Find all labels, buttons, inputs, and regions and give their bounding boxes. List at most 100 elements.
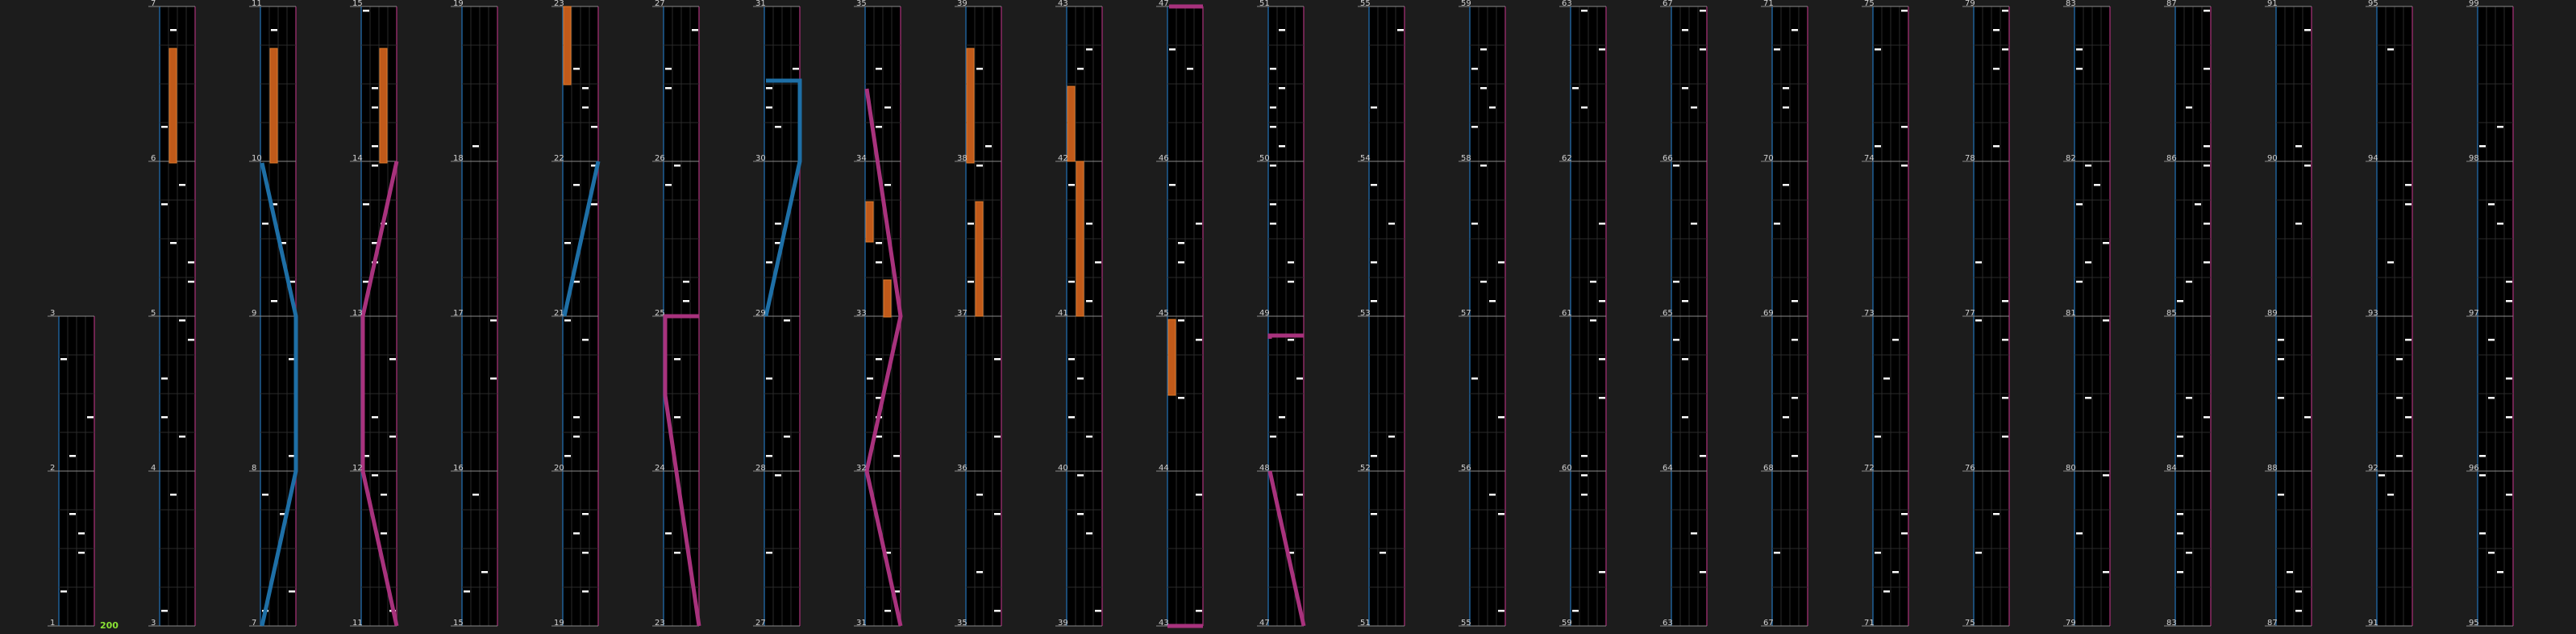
tap-note[interactable]	[1901, 126, 1908, 128]
tap-note[interactable]	[884, 106, 891, 109]
tap-note[interactable]	[179, 184, 185, 186]
tap-note[interactable]	[2506, 281, 2512, 283]
tap-note[interactable]	[1068, 281, 1075, 283]
tap-note[interactable]	[1783, 184, 1789, 186]
tap-note[interactable]	[766, 87, 772, 90]
tap-note[interactable]	[1783, 106, 1789, 109]
tap-note[interactable]	[876, 261, 882, 264]
tap-note[interactable]	[573, 436, 580, 438]
tap-note[interactable]	[1700, 10, 1706, 12]
tap-note[interactable]	[1296, 377, 1303, 380]
slide-path[interactable]	[562, 161, 601, 317]
tap-note[interactable]	[1371, 455, 1377, 457]
tap-note[interactable]	[2295, 223, 2302, 225]
tap-note[interactable]	[372, 165, 378, 167]
tap-note[interactable]	[582, 552, 589, 554]
tap-note[interactable]	[2278, 358, 2284, 361]
tap-note[interactable]	[2177, 300, 2183, 302]
tap-note[interactable]	[876, 436, 882, 438]
tap-note[interactable]	[1068, 416, 1075, 419]
tap-note[interactable]	[271, 29, 277, 31]
tap-note[interactable]	[1480, 48, 1487, 51]
tap-note[interactable]	[1288, 552, 1294, 554]
tap-note[interactable]	[2497, 223, 2503, 225]
tap-note[interactable]	[766, 455, 772, 457]
tap-note[interactable]	[1270, 436, 1276, 438]
hold-note[interactable]	[169, 48, 177, 164]
tap-note[interactable]	[1279, 416, 1285, 419]
tap-note[interactable]	[1590, 319, 1596, 322]
tap-note[interactable]	[1388, 436, 1395, 438]
tap-note[interactable]	[1883, 590, 1890, 593]
tap-note[interactable]	[363, 455, 369, 457]
tap-note[interactable]	[573, 281, 580, 283]
tap-note[interactable]	[2085, 397, 2091, 399]
tap-note[interactable]	[1673, 339, 1679, 341]
tap-note[interactable]	[1196, 494, 1202, 496]
tap-note[interactable]	[582, 339, 589, 341]
tap-note[interactable]	[665, 87, 672, 90]
tap-note[interactable]	[1380, 552, 1386, 554]
slide-path[interactable]	[1267, 470, 1306, 627]
tap-note[interactable]	[573, 532, 580, 535]
tap-note[interactable]	[766, 552, 772, 554]
tap-note[interactable]	[2488, 397, 2495, 399]
hold-note[interactable]	[1067, 86, 1076, 162]
tap-note[interactable]	[381, 532, 387, 535]
tap-note[interactable]	[1682, 300, 1688, 302]
tap-note[interactable]	[1783, 87, 1789, 90]
tap-note[interactable]	[1086, 223, 1092, 225]
tap-note[interactable]	[1178, 397, 1184, 399]
tap-note[interactable]	[884, 184, 891, 186]
tap-note[interactable]	[1875, 552, 1881, 554]
tap-note[interactable]	[1296, 494, 1303, 496]
tap-note[interactable]	[372, 242, 378, 244]
tap-note[interactable]	[2405, 339, 2412, 341]
tap-note[interactable]	[472, 494, 479, 496]
tap-note[interactable]	[170, 242, 177, 244]
tap-note[interactable]	[1599, 358, 1605, 361]
tap-note[interactable]	[69, 513, 76, 515]
tap-note[interactable]	[582, 590, 589, 593]
tap-note[interactable]	[1169, 184, 1176, 186]
tap-note[interactable]	[1774, 48, 1780, 51]
tap-note[interactable]	[1572, 87, 1579, 90]
tap-note[interactable]	[1673, 281, 1679, 283]
tap-note[interactable]	[1581, 106, 1588, 109]
tap-note[interactable]	[1792, 339, 1798, 341]
tap-note[interactable]	[766, 377, 772, 380]
tap-note[interactable]	[280, 513, 286, 515]
tap-note[interactable]	[1371, 184, 1377, 186]
tap-note[interactable]	[683, 300, 689, 302]
slide-path[interactable]	[764, 78, 802, 317]
tap-note[interactable]	[1169, 48, 1176, 51]
tap-note[interactable]	[2287, 571, 2293, 574]
tap-note[interactable]	[179, 436, 185, 438]
tap-note[interactable]	[1086, 48, 1092, 51]
tap-note[interactable]	[78, 532, 85, 535]
tap-note[interactable]	[2177, 571, 2183, 574]
tap-note[interactable]	[1892, 339, 1899, 341]
tap-note[interactable]	[674, 552, 680, 554]
tap-note[interactable]	[188, 339, 194, 341]
tap-note[interactable]	[188, 261, 194, 264]
tap-note[interactable]	[564, 455, 571, 457]
tap-note[interactable]	[876, 358, 882, 361]
tap-note[interactable]	[884, 610, 891, 612]
tap-note[interactable]	[1077, 68, 1084, 70]
tap-note[interactable]	[2177, 513, 2183, 515]
tap-note[interactable]	[87, 416, 94, 419]
tap-note[interactable]	[2506, 494, 2512, 496]
tap-note[interactable]	[2204, 165, 2210, 167]
tap-note[interactable]	[2295, 145, 2302, 148]
tap-note[interactable]	[2186, 552, 2192, 554]
tap-note[interactable]	[1288, 281, 1294, 283]
tap-note[interactable]	[1599, 571, 1605, 574]
tap-note[interactable]	[2304, 165, 2311, 167]
tap-note[interactable]	[1498, 513, 1504, 515]
tap-note[interactable]	[1682, 416, 1688, 419]
tap-note[interactable]	[2103, 242, 2109, 244]
tap-note[interactable]	[665, 68, 672, 70]
tap-note[interactable]	[1288, 339, 1294, 341]
tap-note[interactable]	[1673, 165, 1679, 167]
